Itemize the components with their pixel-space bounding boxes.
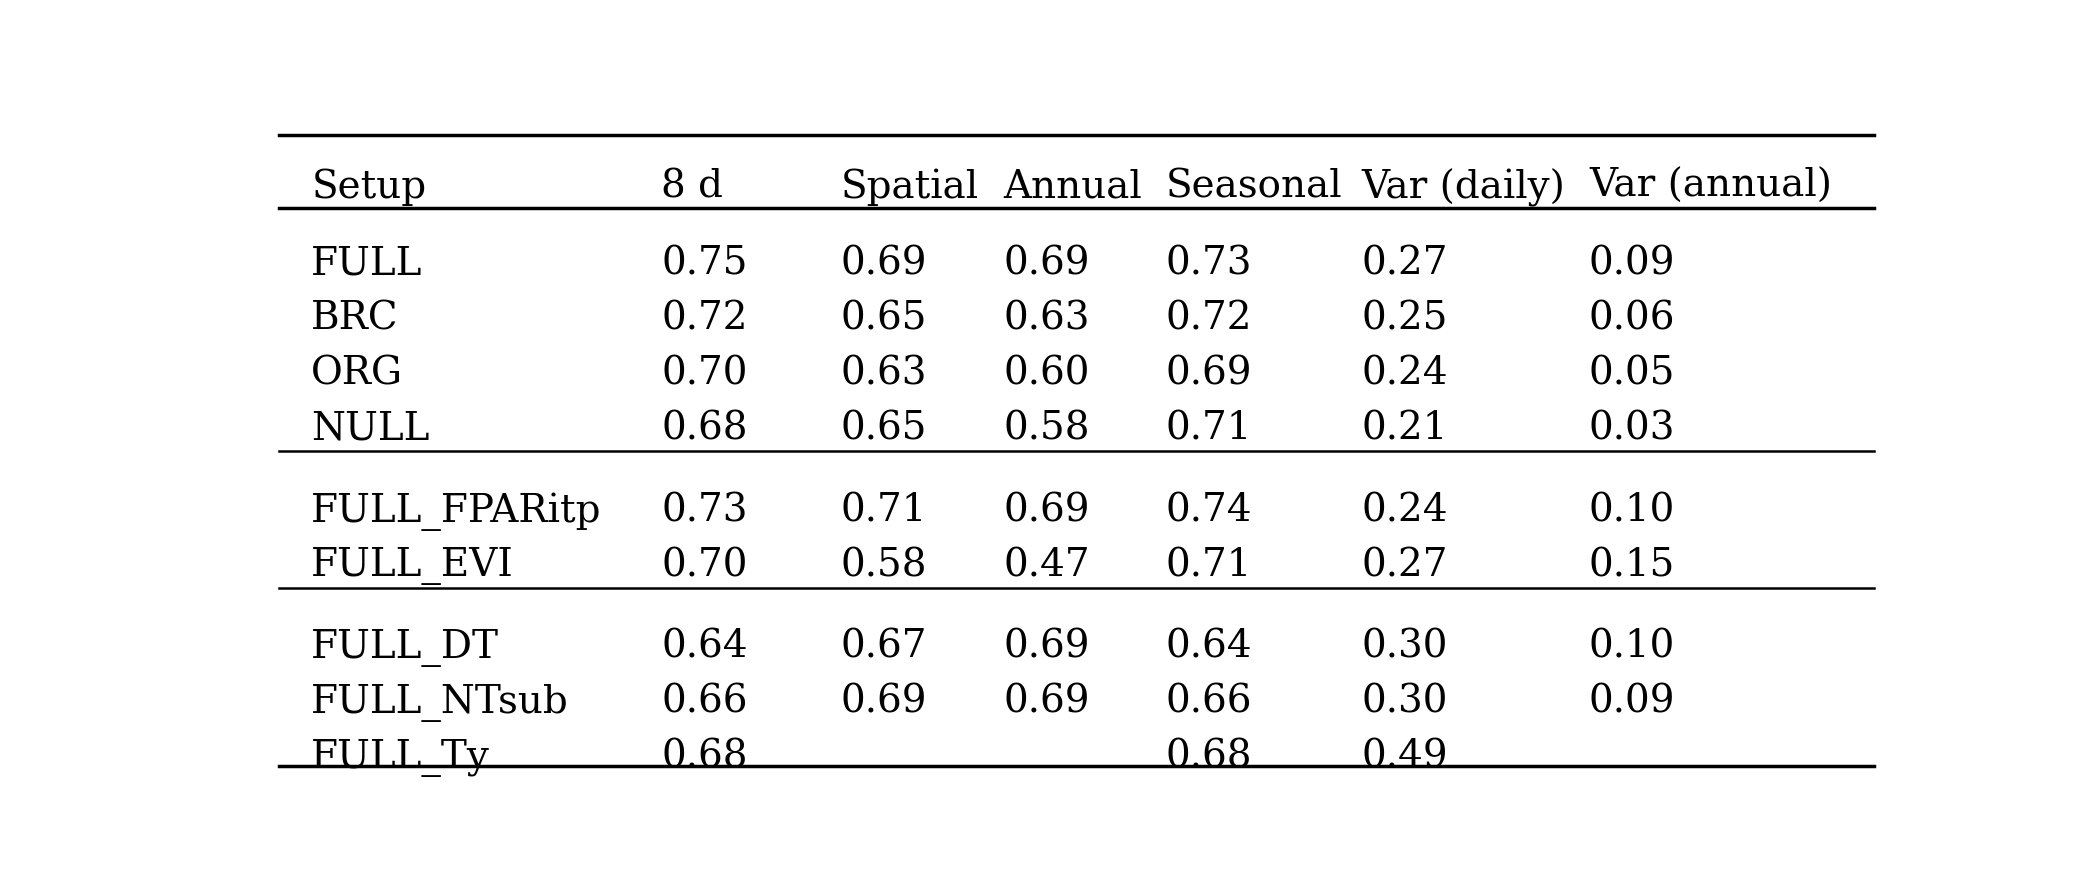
Text: Annual: Annual [1004,168,1142,206]
Text: 0.21: 0.21 [1361,410,1447,448]
Text: 0.10: 0.10 [1590,492,1676,530]
Text: 0.69: 0.69 [1004,629,1090,666]
Text: FULL_FPARitp: FULL_FPARitp [311,492,603,530]
Text: Spatial: Spatial [840,168,979,206]
Text: 0.68: 0.68 [1166,739,1252,776]
Text: 8 d: 8 d [662,168,722,206]
Text: 0.06: 0.06 [1590,300,1676,337]
Text: 0.09: 0.09 [1590,246,1676,282]
Text: 0.70: 0.70 [662,355,748,392]
Text: 0.49: 0.49 [1361,739,1447,776]
Text: 0.10: 0.10 [1590,629,1676,666]
Text: 0.69: 0.69 [840,246,926,282]
Text: 0.63: 0.63 [840,355,926,392]
Text: 0.15: 0.15 [1590,547,1676,584]
Text: 0.73: 0.73 [1166,246,1252,282]
Text: Setup: Setup [311,168,426,206]
Text: 0.66: 0.66 [662,684,748,721]
Text: 0.65: 0.65 [840,300,926,337]
Text: BRC: BRC [311,300,399,337]
Text: 0.68: 0.68 [662,410,748,448]
Text: 0.30: 0.30 [1361,629,1447,666]
Text: 0.64: 0.64 [662,629,748,666]
Text: FULL_EVI: FULL_EVI [311,547,514,585]
Text: 0.66: 0.66 [1166,684,1252,721]
Text: 0.58: 0.58 [840,547,926,584]
Text: 0.24: 0.24 [1361,492,1447,530]
Text: Seasonal: Seasonal [1166,168,1342,206]
Text: 0.69: 0.69 [1004,492,1090,530]
Text: ORG: ORG [311,355,403,392]
Text: 0.69: 0.69 [840,684,926,721]
Text: 0.71: 0.71 [1166,410,1252,448]
Text: 0.27: 0.27 [1361,246,1447,282]
Text: 0.30: 0.30 [1361,684,1447,721]
Text: 0.72: 0.72 [1166,300,1252,337]
Text: 0.60: 0.60 [1004,355,1090,392]
Text: FULL_NTsub: FULL_NTsub [311,684,569,722]
Text: 0.69: 0.69 [1004,246,1090,282]
Text: 0.25: 0.25 [1361,300,1447,337]
Text: 0.72: 0.72 [662,300,748,337]
Text: FULL_Ty: FULL_Ty [311,739,489,777]
Text: 0.65: 0.65 [840,410,926,448]
Text: 0.75: 0.75 [662,246,748,282]
Text: 0.71: 0.71 [1166,547,1252,584]
Text: 0.71: 0.71 [840,492,926,530]
Text: 0.73: 0.73 [662,492,748,530]
Text: NULL: NULL [311,410,430,448]
Text: 0.74: 0.74 [1166,492,1252,530]
Text: 0.70: 0.70 [662,547,748,584]
Text: 0.64: 0.64 [1166,629,1252,666]
Text: 0.63: 0.63 [1004,300,1090,337]
Text: 0.69: 0.69 [1004,684,1090,721]
Text: 0.09: 0.09 [1590,684,1676,721]
Text: 0.69: 0.69 [1166,355,1252,392]
Text: 0.03: 0.03 [1590,410,1676,448]
Text: 0.68: 0.68 [662,739,748,776]
Text: 0.05: 0.05 [1590,355,1676,392]
Text: 0.24: 0.24 [1361,355,1447,392]
Text: FULL_DT: FULL_DT [311,629,500,667]
Text: 0.58: 0.58 [1004,410,1090,448]
Text: Var (daily): Var (daily) [1361,168,1564,206]
Text: 0.47: 0.47 [1004,547,1090,584]
Text: 0.67: 0.67 [840,629,926,666]
Text: FULL: FULL [311,246,422,282]
Text: 0.27: 0.27 [1361,547,1447,584]
Text: Var (annual): Var (annual) [1590,168,1831,206]
